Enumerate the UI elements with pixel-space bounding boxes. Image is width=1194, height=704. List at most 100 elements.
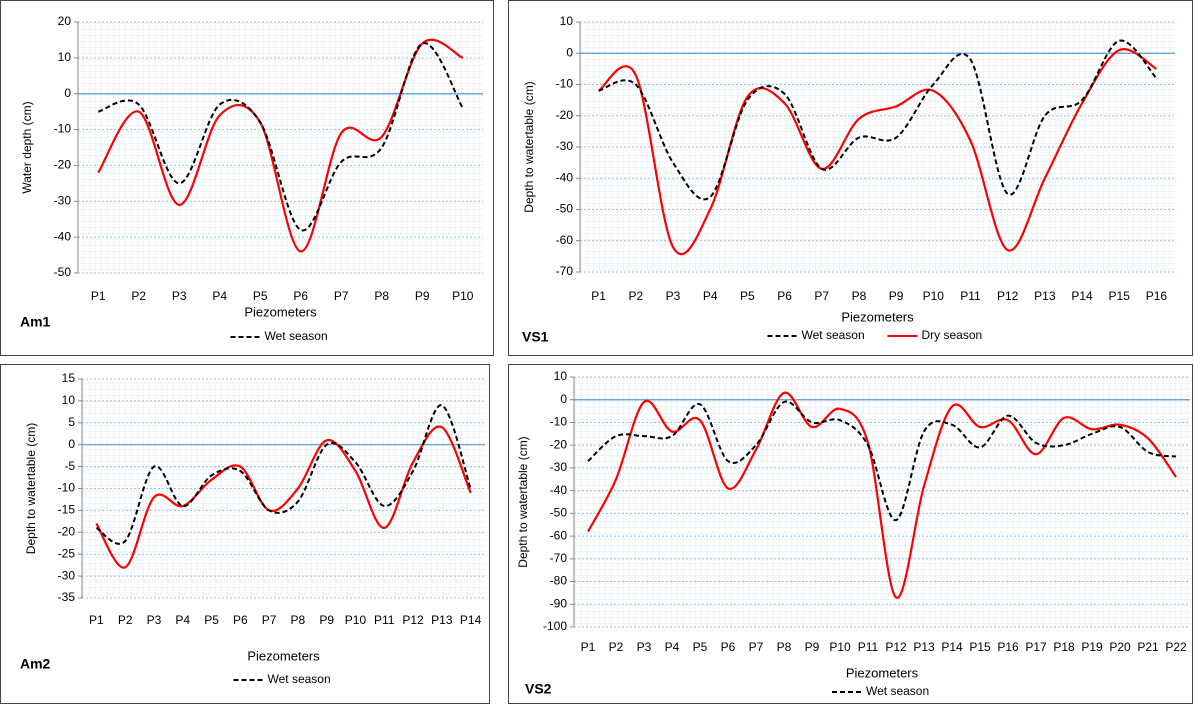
y-tick-label: -20 [58, 524, 76, 538]
series-line [587, 391, 1177, 599]
y-tick-label: 15 [62, 371, 76, 385]
y-tick-label: -50 [556, 202, 574, 216]
chart-panel: -70 -60 -50 -40 -30 -20 -10 0 10 P1 P2 P3 P4 P5 P6 P7 P8… [508, 0, 1193, 356]
x-tick-label: P13 [431, 613, 453, 627]
y-tick-label: -20 [550, 437, 568, 451]
x-tick-label: P8 [852, 289, 867, 303]
y-axis-label: Depth to watertable (cm) [522, 81, 536, 212]
x-tick-label: P1 [91, 289, 106, 303]
series-line [597, 48, 1158, 256]
y-tick-label: -70 [550, 551, 568, 565]
x-tick-label: P2 [118, 613, 133, 627]
series-line [587, 400, 1177, 522]
y-tick-label: -5 [64, 459, 75, 473]
x-tick-label: P9 [319, 613, 334, 627]
y-tick-label: 5 [68, 415, 75, 429]
x-tick-label: P7 [814, 289, 829, 303]
x-axis-label: Piezometers [244, 304, 317, 319]
x-tick-label: P18 [1053, 640, 1075, 654]
plot-area [78, 22, 483, 273]
series-line [95, 404, 472, 545]
x-tick-label: P19 [1081, 640, 1103, 654]
panel-label: VS2 [525, 681, 552, 697]
x-tick-label: P9 [889, 289, 904, 303]
y-axis-label: Depth to watertable (cm) [24, 423, 38, 554]
panel-label: Am2 [20, 656, 51, 672]
x-tick-label: P14 [460, 613, 482, 627]
y-tick-label: -30 [550, 460, 568, 474]
x-tick-label: P12 [885, 640, 907, 654]
panel-label: VS1 [522, 329, 549, 345]
y-tick-label: -25 [58, 546, 76, 560]
x-tick-label: P5 [253, 289, 268, 303]
series-line [97, 38, 464, 253]
legend-label: Dry season [922, 328, 983, 342]
x-tick-label: P5 [693, 640, 708, 654]
panel-label: Am1 [20, 314, 51, 330]
y-tick-label: -20 [54, 158, 72, 172]
y-tick-label: -80 [550, 574, 568, 588]
x-tick-label: P14 [941, 640, 963, 654]
y-tick-label: -10 [58, 481, 76, 495]
x-tick-label: P4 [703, 289, 718, 303]
y-tick-label: -15 [58, 503, 76, 517]
y-tick-label: -30 [58, 568, 76, 582]
legend-label: Wet season [268, 672, 331, 686]
x-tick-label: P3 [666, 289, 681, 303]
x-tick-label: P2 [131, 289, 146, 303]
x-tick-label: P21 [1137, 640, 1159, 654]
x-tick-label: P8 [291, 613, 306, 627]
x-tick-label: P2 [628, 289, 643, 303]
y-tick-label: -70 [556, 264, 574, 278]
series-line [95, 425, 472, 569]
x-tick-label: P11 [960, 289, 981, 303]
x-tick-label: P16 [1146, 289, 1168, 303]
y-tick-label: -35 [58, 590, 76, 604]
x-tick-label: P6 [721, 640, 736, 654]
y-tick-label: -10 [556, 77, 574, 91]
x-tick-label: P7 [749, 640, 764, 654]
x-tick-label: P4 [665, 640, 680, 654]
x-tick-label: P8 [374, 289, 389, 303]
series-line [598, 39, 1158, 201]
y-tick-label: -10 [550, 415, 568, 429]
y-tick-label: -60 [556, 233, 574, 247]
y-tick-label: 0 [64, 86, 71, 100]
x-tick-label: P22 [1165, 640, 1187, 654]
y-tick-label: 0 [560, 392, 567, 406]
x-tick-label: P10 [923, 289, 945, 303]
x-axis-label: Piezometers [247, 648, 320, 663]
x-tick-label: P10 [452, 289, 474, 303]
y-tick-label: -20 [556, 108, 574, 122]
panel-border [0, 0, 494, 356]
y-tick-label: 20 [58, 14, 72, 28]
x-tick-label: P10 [829, 640, 851, 654]
chart-panel: -35 -30 -25 -20 -15 -10 -5 0 5 10 15 P1 P2 P3 P4 P5 P6 P7… [0, 364, 490, 704]
y-tick-label: -40 [550, 483, 568, 497]
x-tick-label: P3 [172, 289, 187, 303]
x-tick-label: P6 [293, 289, 308, 303]
x-tick-label: P13 [1034, 289, 1056, 303]
y-tick-label: 0 [566, 45, 573, 59]
x-tick-label: P10 [345, 613, 367, 627]
y-tick-label: 10 [62, 393, 76, 407]
y-tick-label: -100 [543, 619, 567, 633]
y-tick-label: 0 [68, 437, 75, 451]
x-tick-label: P5 [740, 289, 755, 303]
panel-border [508, 0, 1193, 356]
x-tick-label: P3 [637, 640, 652, 654]
x-tick-label: P16 [997, 640, 1019, 654]
y-tick-label: -50 [550, 506, 568, 520]
x-tick-label: P11 [374, 613, 395, 627]
x-tick-label: P13 [913, 640, 935, 654]
y-tick-label: -10 [54, 122, 72, 136]
x-tick-label: P11 [858, 640, 879, 654]
y-axis-label: Water depth (cm) [20, 101, 34, 193]
y-tick-label: -90 [550, 596, 568, 610]
x-tick-label: P14 [1071, 289, 1093, 303]
y-tick-label: 10 [560, 14, 574, 28]
y-tick-label: 10 [58, 50, 72, 64]
x-tick-label: P4 [175, 613, 190, 627]
x-tick-label: P20 [1109, 640, 1131, 654]
